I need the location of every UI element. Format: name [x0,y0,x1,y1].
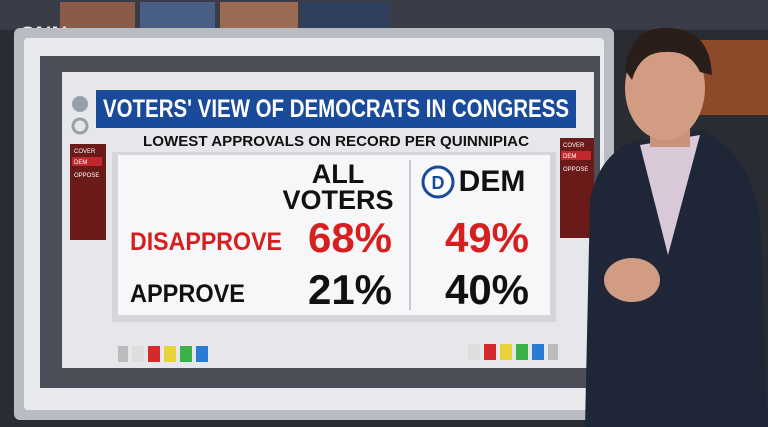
subtitle: LOWEST APPROVALS ON RECORD PER QUINNIPIA… [143,133,529,150]
swatch [164,346,176,362]
background-monitor [60,2,135,28]
row-label: DISAPPROVE [130,228,282,256]
cell-value: 68% [308,214,392,261]
swatch [532,344,544,360]
cell-value: 49% [445,214,529,261]
party-logo-letter: D [432,173,445,193]
side-tab: COVER [563,143,585,149]
side-tab: DEM [74,160,87,166]
tab-active [561,151,591,160]
background-monitor [220,2,298,28]
swatch [468,344,480,360]
side-tab: DEM [563,154,576,160]
swatch [180,346,192,362]
swatch [484,344,496,360]
side-tab: OPPOSE [563,167,588,173]
party-logo [421,165,455,199]
face [625,36,705,140]
shirt [640,135,700,255]
tab-active [72,157,102,166]
background-monitor [300,2,390,28]
cell-value: 40% [445,266,529,313]
column-header-line: ALL [312,159,364,189]
title-banner [96,90,576,128]
column-header-line: VOTERS [282,185,393,215]
swatch [132,346,144,362]
swatch [548,344,558,360]
side-tab: OPPOSE [74,173,99,179]
table-panel [118,155,550,315]
side-tab: COVER [74,149,96,155]
swatch [148,346,160,362]
title: VOTERS' VIEW OF DEMOCRATS IN CONGRESS [103,95,569,123]
swatch [516,344,528,360]
swatch [196,346,208,362]
tool-icon [71,117,89,135]
background-monitor [140,2,215,28]
suit [585,130,768,427]
side-tabs-left: COVER DEM OPPOSE [70,144,106,240]
column-header: ALL VOTERS [282,159,393,215]
hands [604,258,660,302]
row-label: APPROVE [130,280,245,308]
presenter [585,27,768,427]
table-rows: DISAPPROVE 68% 49% APPROVE 21% 40% [130,214,529,313]
hair [625,27,712,80]
column-header: DEM [459,165,526,198]
cell-value: 21% [308,266,392,313]
swatch [500,344,512,360]
tool-icon [72,96,88,112]
side-tabs-right: COVER DEM OPPOSE [560,138,594,238]
bottom-toolbar [118,344,558,362]
swatch [118,346,128,362]
